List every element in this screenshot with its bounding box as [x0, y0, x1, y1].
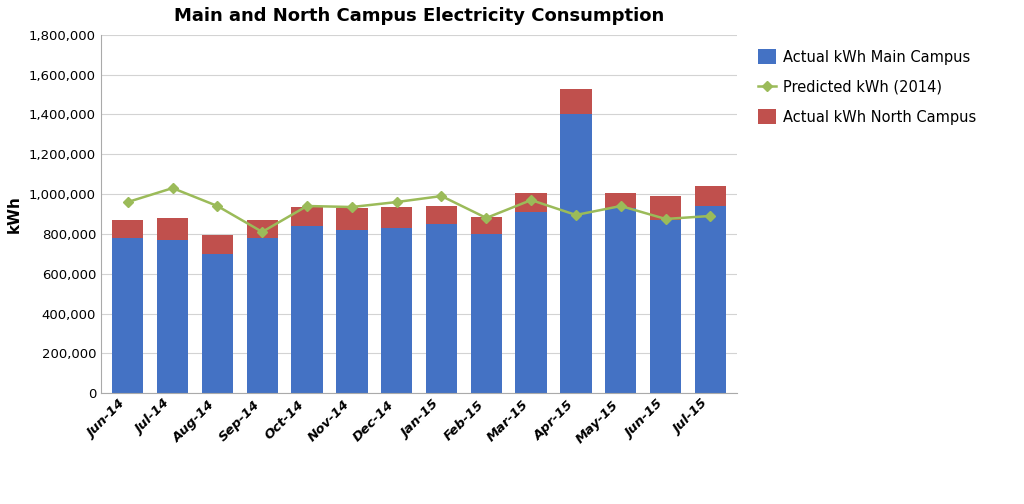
- Bar: [202, 235, 233, 254]
- Bar: [202, 254, 233, 393]
- Bar: [157, 240, 188, 393]
- Predicted kWh (2014): [390, 199, 402, 205]
- Predicted kWh (2014): [705, 213, 717, 219]
- Bar: [605, 193, 637, 208]
- Bar: [560, 114, 592, 393]
- Bar: [336, 208, 368, 230]
- Predicted kWh (2014): [256, 229, 268, 235]
- Bar: [515, 193, 547, 212]
- Predicted kWh (2014): [659, 216, 672, 222]
- Bar: [381, 228, 413, 393]
- Predicted kWh (2014): [122, 199, 134, 205]
- Predicted kWh (2014): [167, 185, 179, 191]
- Bar: [694, 206, 726, 393]
- Bar: [560, 89, 592, 114]
- Predicted kWh (2014): [211, 203, 223, 209]
- Bar: [336, 230, 368, 393]
- Bar: [157, 218, 188, 240]
- Bar: [112, 220, 143, 238]
- Bar: [247, 238, 278, 393]
- Bar: [426, 206, 457, 224]
- Predicted kWh (2014): [480, 215, 493, 221]
- Title: Main and North Campus Electricity Consumption: Main and North Campus Electricity Consum…: [174, 7, 665, 25]
- Predicted kWh (2014): [435, 193, 447, 199]
- Bar: [112, 238, 143, 393]
- Bar: [650, 220, 681, 393]
- Y-axis label: kWh: kWh: [7, 195, 22, 233]
- Bar: [650, 196, 681, 220]
- Bar: [515, 212, 547, 393]
- Bar: [426, 224, 457, 393]
- Bar: [605, 208, 637, 393]
- Predicted kWh (2014): [525, 197, 538, 203]
- Predicted kWh (2014): [569, 212, 582, 218]
- Predicted kWh (2014): [301, 203, 313, 209]
- Bar: [292, 226, 323, 393]
- Bar: [471, 234, 502, 393]
- Bar: [247, 220, 278, 238]
- Predicted kWh (2014): [346, 204, 358, 210]
- Bar: [292, 207, 323, 226]
- Bar: [381, 207, 413, 228]
- Line: Predicted kWh (2014): Predicted kWh (2014): [124, 184, 714, 235]
- Bar: [471, 217, 502, 234]
- Legend: Actual kWh Main Campus, Predicted kWh (2014), Actual kWh North Campus: Actual kWh Main Campus, Predicted kWh (2…: [751, 42, 984, 132]
- Bar: [694, 186, 726, 206]
- Predicted kWh (2014): [614, 203, 627, 209]
